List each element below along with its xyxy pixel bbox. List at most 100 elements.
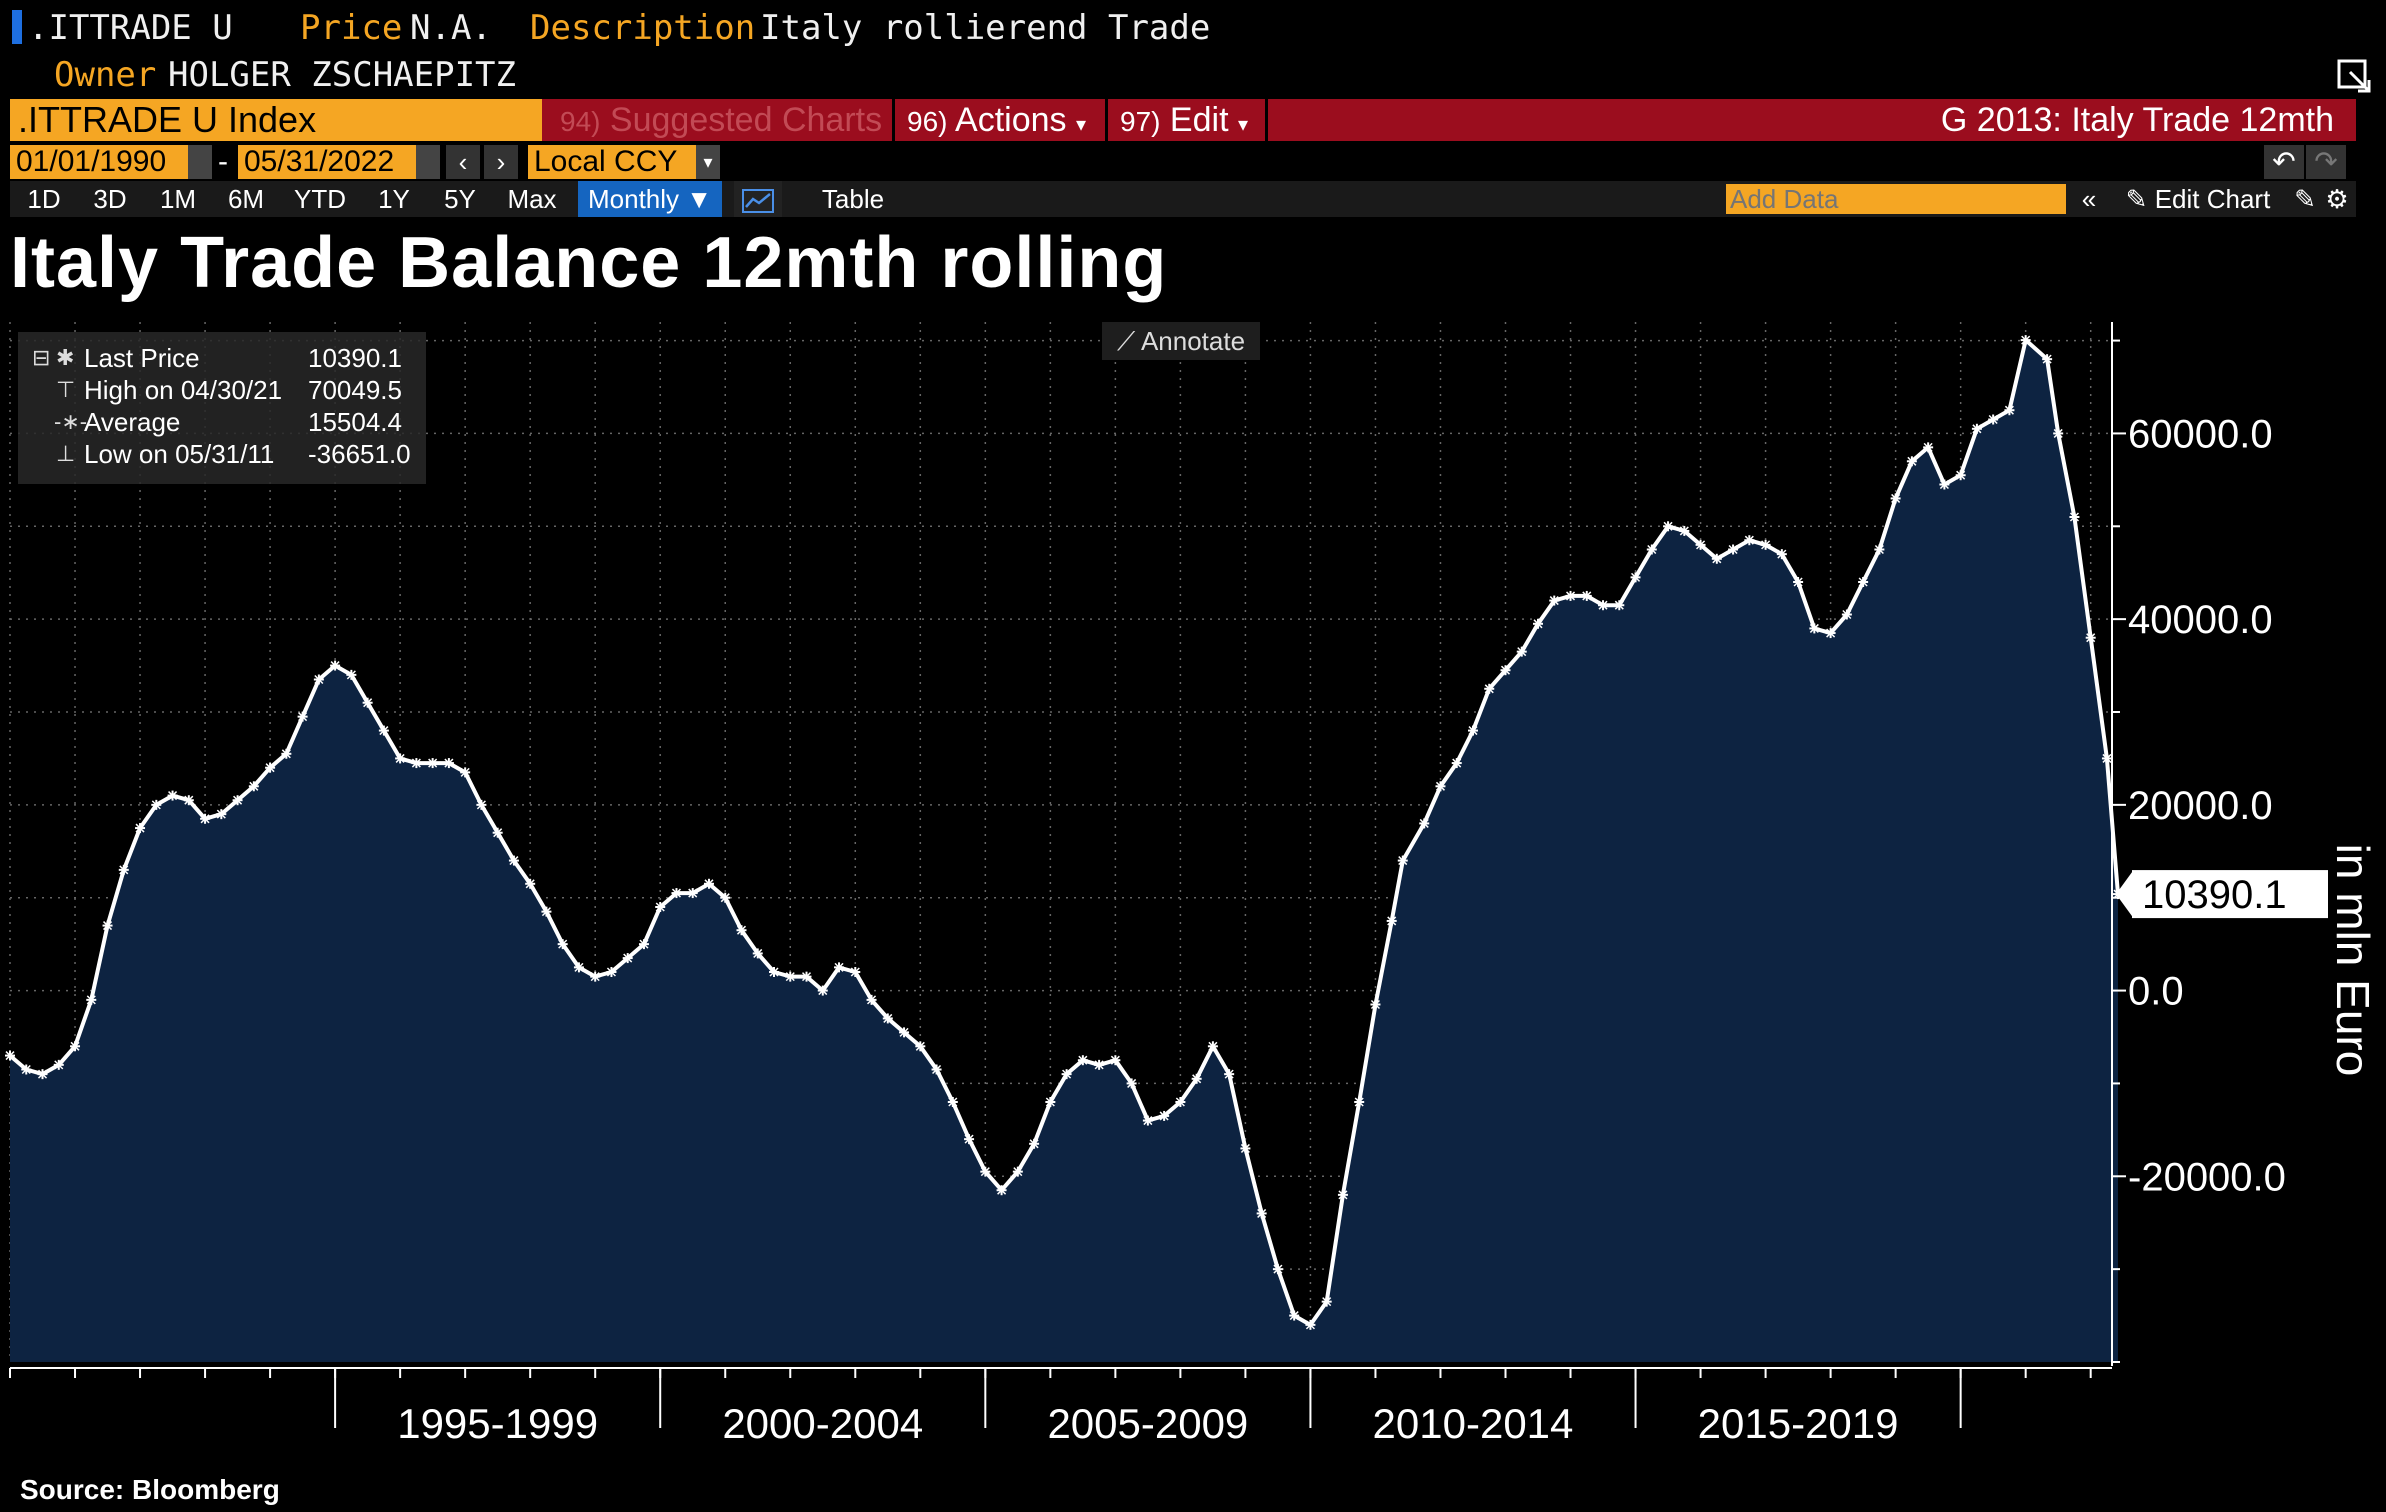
data-point (1077, 1055, 1088, 1066)
data-point (1451, 758, 1462, 769)
x-period-label: 2010-2014 (1373, 1400, 1574, 1447)
data-point (70, 1041, 81, 1052)
data-point (638, 939, 649, 950)
data-point (1776, 549, 1787, 560)
period-1d[interactable]: 1D (27, 184, 61, 214)
data-point (931, 1064, 942, 1075)
data-point (1614, 600, 1625, 611)
data-point (1679, 525, 1690, 536)
period-6m[interactable]: 6M (227, 184, 265, 214)
add-data-input[interactable] (1726, 184, 2066, 214)
data-point (899, 1027, 910, 1038)
annotate-button[interactable]: ⟋ Annotate (1102, 322, 1260, 360)
start-date-field[interactable]: 01/01/1990 (10, 145, 188, 179)
data-point (720, 892, 731, 903)
period-1m[interactable]: 1M (159, 184, 197, 214)
data-point (1630, 572, 1641, 583)
data-point (606, 967, 617, 977)
collapse-icon[interactable]: « (2081, 184, 2097, 214)
undo-icon[interactable]: ↶ (2264, 145, 2304, 179)
data-point (1809, 623, 1820, 634)
end-date-field[interactable]: 05/31/2022 (238, 145, 416, 179)
data-point (330, 660, 341, 671)
dropdown-arrow-icon[interactable]: ▾ (696, 145, 720, 179)
line-chart-icon[interactable] (734, 181, 782, 217)
redo-icon[interactable]: ↷ (2306, 145, 2346, 179)
data-point (1663, 521, 1674, 532)
edit-menu-button[interactable]: 97) Edit ▾ (1110, 99, 1258, 141)
data-point (248, 781, 259, 792)
collapse-box-icon[interactable]: ⊟ (32, 345, 51, 370)
y-tick-label: 40000.0 (2128, 598, 2273, 642)
data-point (1159, 1110, 1170, 1121)
x-period-label: 1995-1999 (397, 1400, 598, 1447)
data-point (525, 878, 536, 889)
data-point (703, 878, 714, 889)
frequency-select[interactable]: Monthly ▼ (578, 181, 722, 217)
data-point (1971, 423, 1982, 434)
data-point (1224, 1069, 1235, 1080)
data-point (1565, 590, 1576, 601)
data-point (1581, 590, 1592, 601)
legend-value: -36651.0 (308, 439, 411, 469)
data-point (411, 758, 422, 769)
ticker-indicator (12, 10, 22, 44)
data-point (362, 697, 373, 708)
data-point (1142, 1115, 1153, 1126)
legend-value: 15504.4 (308, 407, 402, 437)
toolbar-divider (1265, 99, 1268, 141)
last-value-marker: 10390.1 (2116, 870, 2328, 919)
table-button[interactable]: Table (821, 184, 885, 214)
caret-down-icon: ▼ (686, 184, 712, 214)
popout-icon[interactable] (2336, 58, 2372, 94)
description-value: Italy rollierend Trade (760, 8, 1211, 48)
data-point (460, 767, 471, 778)
period-5y[interactable]: 5Y (444, 184, 476, 214)
legend-box: ⊟ ✱ Last Price 10390.1 ⊤ High on 04/30/2… (18, 332, 426, 484)
price-value: N.A. (410, 8, 492, 48)
caret-down-icon: ▾ (1237, 114, 1249, 136)
data-point (200, 813, 211, 824)
edit-label: Edit (1169, 101, 1229, 139)
chart-title: Italy Trade Balance 12mth rolling (10, 223, 1168, 303)
edit-chart-button[interactable]: ✎ Edit Chart (2118, 181, 2278, 217)
period-3d[interactable]: 3D (93, 184, 127, 214)
legend-row-low: ⊥ Low on 05/31/11 -36651.0 (18, 438, 426, 470)
y-axis-title: in mln Euro (2327, 843, 2379, 1077)
suggested-charts-button[interactable]: 94) Suggested Charts (550, 99, 892, 141)
ticker-label: .ITTRADE U (28, 8, 233, 48)
data-point (86, 994, 97, 1005)
chevron-right-icon[interactable]: › (484, 145, 518, 179)
data-point (687, 888, 698, 899)
data-point (996, 1185, 1007, 1196)
gear-icon[interactable]: ⚙ (2325, 184, 2349, 214)
security-field[interactable]: .ITTRADE U Index (10, 99, 542, 141)
chevron-left-icon[interactable]: ‹ (446, 145, 480, 179)
description-label: Description (530, 8, 756, 48)
currency-select[interactable]: Local CCY (528, 145, 696, 179)
data-point (1386, 915, 1397, 926)
data-point (1841, 609, 1852, 620)
data-point (590, 971, 601, 982)
actions-menu-button[interactable]: 96) Actions ▾ (897, 99, 1096, 141)
price-label: Price (300, 8, 403, 48)
pencil-icon: ✎ (2125, 184, 2148, 214)
data-point (769, 967, 780, 977)
data-point (21, 1064, 32, 1075)
calendar-icon[interactable] (416, 145, 440, 179)
calendar-icon[interactable] (188, 145, 212, 179)
data-point (1906, 456, 1917, 467)
data-point (573, 962, 584, 973)
period-ytd[interactable]: YTD (294, 184, 346, 214)
toolbar-divider (1105, 99, 1108, 141)
suggested-charts-label: Suggested Charts (609, 101, 883, 139)
data-point (801, 971, 812, 982)
legend-row-average: -∗- Average 15504.4 (18, 406, 426, 438)
data-point (964, 1134, 975, 1145)
period-max[interactable]: Max (507, 184, 557, 214)
data-point (1305, 1319, 1316, 1330)
edit-settings-icon[interactable]: ✎ (2294, 184, 2316, 214)
data-point (1370, 999, 1381, 1010)
period-1y[interactable]: 1Y (378, 184, 410, 214)
data-point (2069, 512, 2080, 522)
